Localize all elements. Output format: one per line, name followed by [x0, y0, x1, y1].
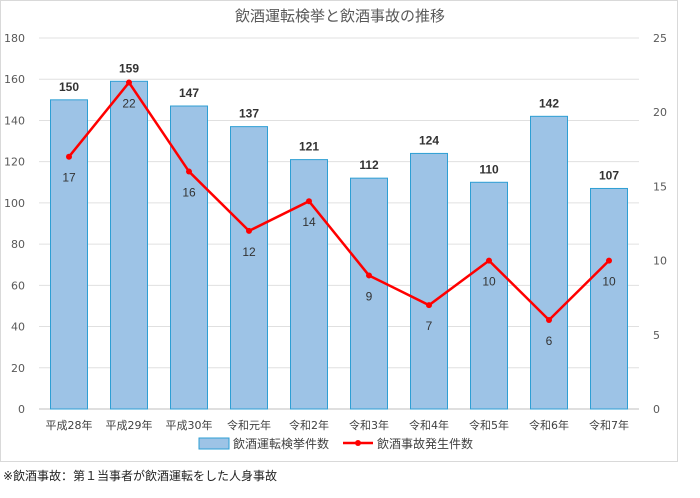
chart-svg: 飲酒運転検挙と飲酒事故の推移 020406080100120140160180 … — [4, 7, 667, 451]
line-point — [366, 272, 372, 279]
x-tick-label: 令和3年 — [349, 418, 389, 432]
x-tick-label: 平成30年 — [166, 418, 213, 432]
legend: 飲酒運転検挙件数 飲酒事故発生件数 — [198, 436, 473, 451]
line-point — [546, 316, 552, 323]
line-series — [66, 79, 612, 323]
bar-value-label: 112 — [359, 158, 379, 172]
line-value-label: 7 — [426, 319, 433, 333]
y-left-tick-label: 20 — [11, 362, 25, 375]
y-left-tick-label: 40 — [11, 321, 25, 334]
line-value-label: 14 — [302, 215, 316, 229]
line-point — [126, 79, 132, 86]
y-left-tick-label: 80 — [11, 238, 25, 251]
line-point — [426, 302, 432, 309]
y-axis-right: 0 5 10 15 20 25 — [653, 32, 667, 416]
x-tick-label: 令和5年 — [469, 418, 509, 432]
y-left-tick-label: 120 — [4, 156, 25, 169]
line-point — [186, 168, 192, 175]
line-point — [606, 257, 612, 264]
line-point — [246, 227, 252, 234]
bar — [410, 152, 448, 410]
legend-label-line: 飲酒事故発生件数 — [377, 436, 473, 451]
line-value-label: 17 — [62, 171, 76, 185]
y-right-tick-label: 25 — [653, 32, 667, 45]
data-labels: 1501591471371211121241101421071722161214… — [59, 61, 619, 348]
bar-value-label: 142 — [539, 96, 559, 110]
bar — [230, 126, 268, 410]
y-left-tick-label: 100 — [4, 197, 25, 210]
bar-value-label: 107 — [599, 168, 619, 182]
bar — [590, 187, 628, 410]
bar-value-label: 147 — [179, 86, 199, 100]
x-tick-label: 令和4年 — [409, 418, 449, 432]
y-axis-left: 0 20 40 60 80 100 120 140 160 180 — [4, 32, 25, 416]
bar-value-label: 137 — [239, 107, 259, 121]
x-tick-label: 平成29年 — [106, 418, 153, 432]
line-value-label: 9 — [366, 289, 373, 303]
y-left-tick-label: 140 — [4, 114, 25, 127]
y-right-tick-label: 15 — [653, 180, 667, 193]
x-tick-label: 令和6年 — [529, 418, 569, 432]
y-left-tick-label: 160 — [4, 73, 25, 86]
bar-series — [50, 80, 628, 410]
bar — [170, 105, 208, 410]
bar-value-label: 159 — [119, 61, 139, 75]
bar — [350, 177, 388, 410]
y-right-tick-label: 5 — [653, 329, 660, 342]
bar-value-label: 150 — [59, 80, 79, 94]
y-left-tick-label: 0 — [18, 403, 25, 416]
chart-title: 飲酒運転検挙と飲酒事故の推移 — [235, 7, 445, 25]
line-value-label: 6 — [546, 334, 553, 348]
line-value-label: 10 — [602, 275, 616, 289]
line-value-label: 10 — [482, 275, 496, 289]
line-value-label: 16 — [182, 186, 196, 200]
y-right-tick-label: 0 — [653, 403, 660, 416]
bar-value-label: 121 — [299, 140, 319, 154]
line-value-label: 12 — [242, 245, 256, 259]
bar — [110, 80, 148, 410]
line-value-label: 22 — [122, 97, 136, 111]
line-path — [68, 80, 610, 322]
legend-label-bar: 飲酒運転検挙件数 — [233, 436, 329, 451]
line-point — [66, 153, 72, 160]
x-tick-label: 令和2年 — [289, 418, 329, 432]
bar — [530, 115, 568, 410]
x-tick-label: 平成28年 — [46, 418, 93, 432]
y-left-tick-label: 60 — [11, 279, 25, 292]
x-tick-label: 令和7年 — [589, 418, 629, 432]
x-tick-label: 令和元年 — [227, 418, 271, 432]
bar — [50, 99, 88, 410]
y-right-tick-label: 20 — [653, 106, 667, 119]
x-axis: 平成28年 平成29年 平成30年 令和元年 令和2年 令和3年 令和4年 令和5年 令和6年 令… — [46, 418, 630, 432]
line-point — [306, 198, 312, 205]
y-left-tick-label: 180 — [4, 32, 25, 45]
bar-value-label: 110 — [479, 162, 499, 176]
line-point — [486, 257, 492, 264]
legend-marker-line — [355, 440, 361, 446]
bar — [290, 159, 328, 410]
y-right-tick-label: 10 — [653, 255, 667, 268]
chart-frame: 飲酒運転検挙と飲酒事故の推移 0 20 40 60 80 100 120 140 160 180 … — [0, 0, 678, 462]
bar — [470, 181, 508, 410]
bar-value-label: 124 — [419, 133, 439, 147]
footnote: ※飲酒事故：第１当事者が飲酒運転をした人身事故 — [3, 469, 278, 483]
legend-swatch-bar — [198, 437, 230, 450]
